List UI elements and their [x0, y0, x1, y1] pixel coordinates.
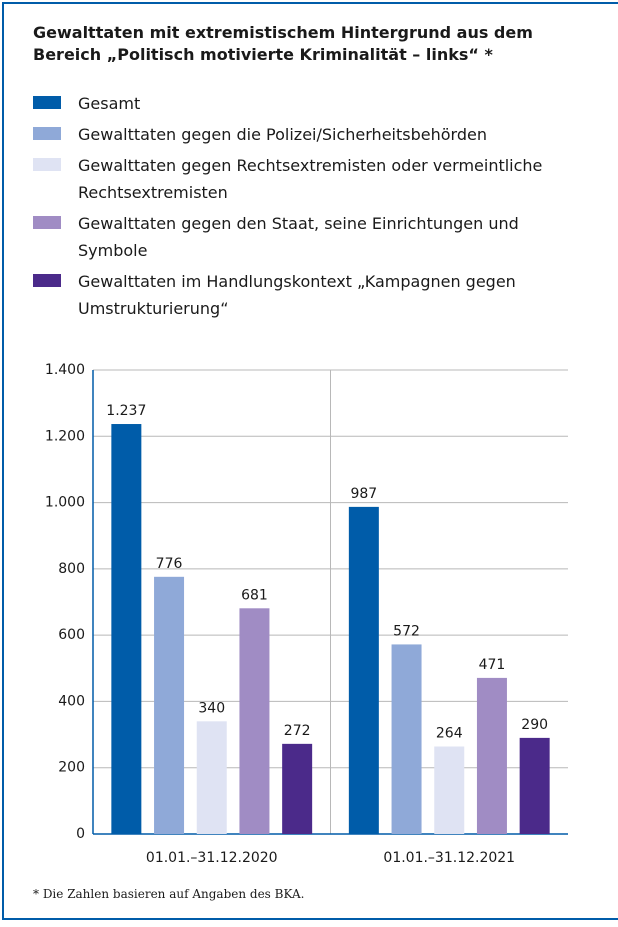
data-label: 264	[436, 726, 463, 742]
legend-label: Gewalttaten gegen Rechtsextremisten oder…	[78, 156, 543, 202]
legend-swatch	[33, 127, 61, 140]
y-tick-label: 800	[58, 561, 85, 577]
x-tick-label: 01.01.–31.12.2021	[383, 850, 515, 866]
data-label: 272	[284, 723, 311, 739]
bar	[519, 737, 550, 834]
legend-item: Gesamt	[33, 90, 563, 117]
legend-item: Gewalttaten gegen Rechtsextremisten oder…	[33, 152, 563, 206]
data-label: 1.237	[106, 403, 146, 419]
legend-label: Gesamt	[78, 94, 141, 113]
y-tick-label: 200	[58, 760, 85, 776]
data-label: 681	[241, 587, 268, 603]
legend-swatch	[33, 96, 61, 109]
data-label: 471	[479, 657, 506, 673]
bar	[391, 644, 422, 834]
data-label: 776	[156, 556, 183, 572]
legend-item: Gewalttaten gegen den Staat, seine Einri…	[33, 210, 563, 264]
data-label: 290	[521, 717, 548, 733]
data-label: 572	[393, 623, 420, 639]
y-tick-label: 400	[58, 693, 85, 709]
legend-label: Gewalttaten gegen den Staat, seine Einri…	[78, 214, 519, 260]
footnote: * Die Zahlen basieren auf Angaben des BK…	[33, 887, 305, 901]
chart-title: Gewalttaten mit extremistischem Hintergr…	[33, 23, 533, 64]
y-tick-label: 600	[58, 627, 85, 643]
bar	[111, 424, 142, 834]
data-label: 340	[198, 700, 225, 716]
bar	[348, 506, 379, 834]
y-tick-label: 1.000	[45, 495, 85, 511]
bar	[154, 576, 185, 834]
y-tick-label: 1.200	[45, 428, 85, 444]
bar	[476, 677, 507, 834]
legend-swatch	[33, 216, 61, 229]
bar	[239, 608, 270, 834]
legend-label: Gewalttaten gegen die Polizei/Sicherheit…	[78, 125, 487, 144]
legend-swatch	[33, 158, 61, 171]
data-label: 987	[350, 486, 377, 502]
bar	[282, 743, 313, 834]
legend-item: Gewalttaten im Handlungskontext „Kampagn…	[33, 268, 563, 322]
bar	[196, 721, 227, 834]
legend: Gesamt Gewalttaten gegen die Polizei/Sich…	[33, 90, 563, 326]
x-tick-label: 01.01.–31.12.2020	[146, 850, 278, 866]
legend-label: Gewalttaten im Handlungskontext „Kampagn…	[78, 272, 516, 318]
legend-swatch	[33, 274, 61, 287]
legend-item: Gewalttaten gegen die Polizei/Sicherheit…	[33, 121, 563, 148]
bar	[434, 746, 465, 834]
y-tick-label: 0	[76, 826, 85, 842]
y-tick-label: 1.400	[45, 362, 85, 378]
